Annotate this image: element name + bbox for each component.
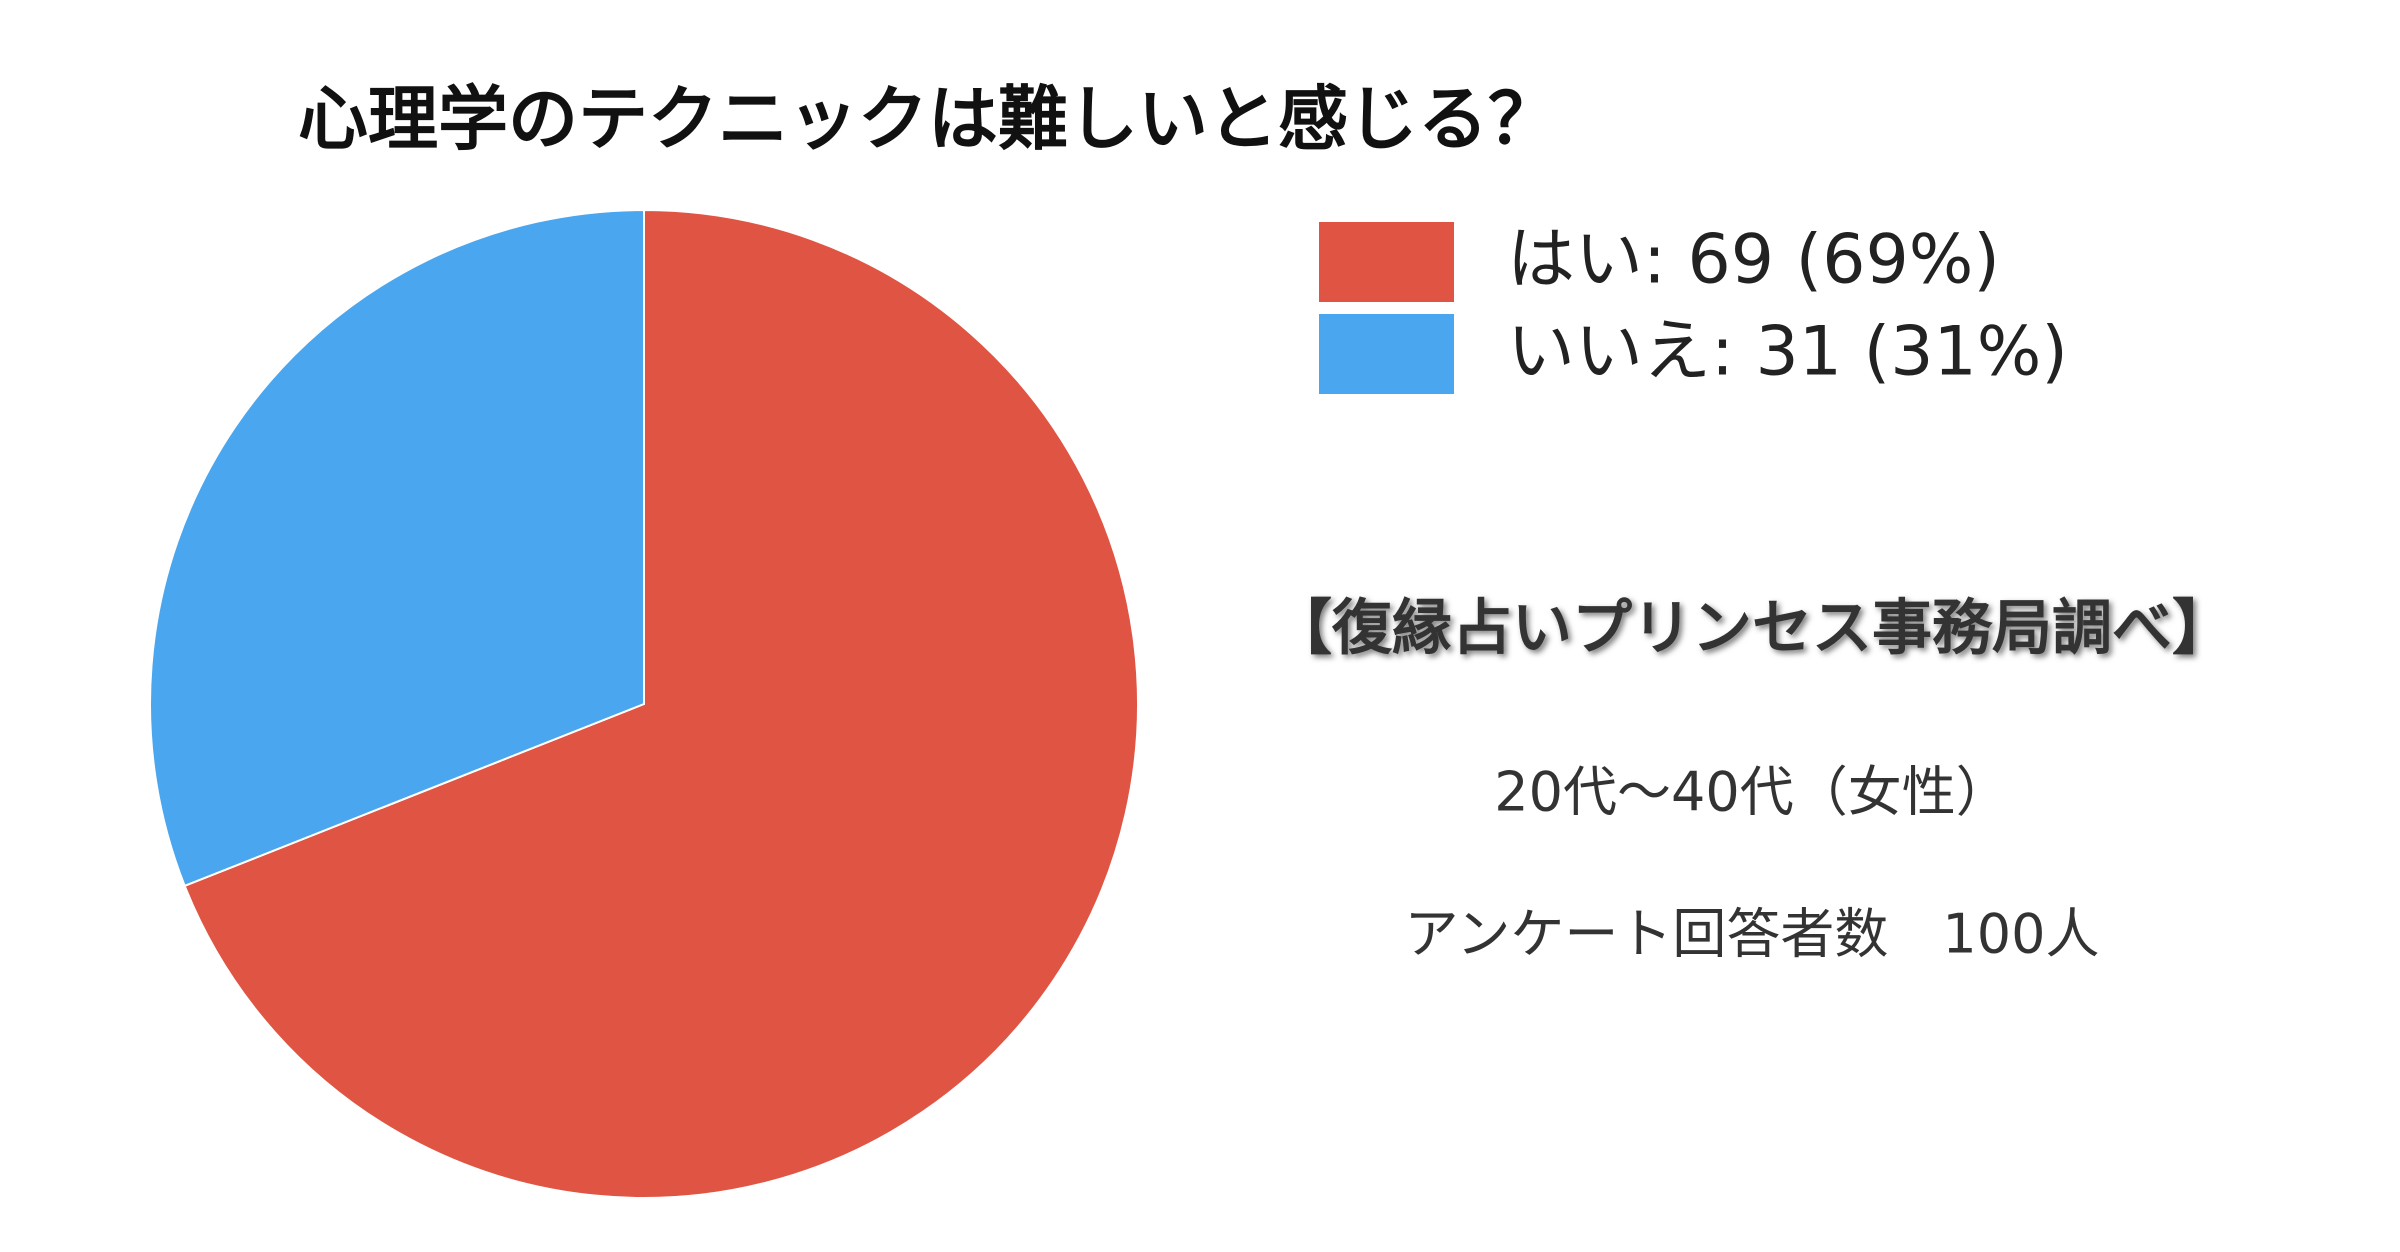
pie-slice xyxy=(183,208,1139,1199)
legend-swatch xyxy=(1319,314,1454,394)
respondents-note: アンケート回答者数 100人 xyxy=(1405,903,2100,966)
pie-slice xyxy=(149,208,645,888)
legend-label: はい: 69 (69%) xyxy=(1507,221,2000,300)
legend-swatch xyxy=(1319,222,1454,302)
chart-title: 心理学のテクニックは難しいと感じる？ xyxy=(298,78,1558,160)
source-note: 【復縁占いプリンセス事務局調べ】 xyxy=(1272,594,2232,664)
demographic-note: 20代～40代（女性） xyxy=(1494,761,2009,824)
legend-label: いいえ: 31 (31%) xyxy=(1507,313,2068,392)
